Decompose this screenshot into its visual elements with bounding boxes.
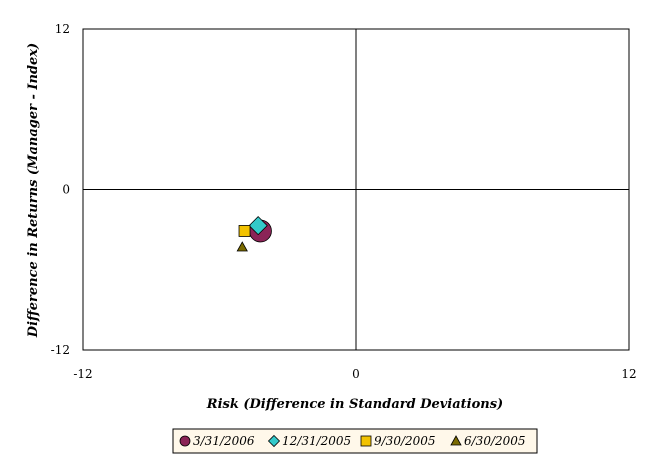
y-tick-label: -12 <box>51 343 70 357</box>
data-point-diamond <box>248 216 268 236</box>
legend-label: 12/31/2005 <box>282 434 351 448</box>
legend-box <box>172 428 538 454</box>
y-tick-label: 12 <box>55 22 70 36</box>
x-tick-label: 0 <box>352 367 360 381</box>
legend-label: 3/31/2006 <box>193 434 255 448</box>
legend: 3/31/2006 12/31/2005 9/30/2005 6/30/2005 <box>172 428 538 454</box>
y-tick-label: 0 <box>62 183 70 197</box>
legend-label: 9/30/2005 <box>374 434 436 448</box>
legend-marker-diamond <box>267 434 281 448</box>
data-point-triangle <box>236 241 248 252</box>
y-tick-labels: 12 0 -12 <box>51 22 70 357</box>
x-axis-title: Risk (Difference in Standard Deviations) <box>206 397 503 412</box>
legend-marker-triangle <box>450 435 462 446</box>
legend-marker-circle <box>179 435 191 447</box>
x-tick-label: 12 <box>621 367 636 381</box>
x-tick-label: -12 <box>73 367 92 381</box>
y-axis-title: Difference in Returns (Manager - Index) <box>26 43 41 338</box>
legend-marker-square <box>360 435 372 447</box>
data-points <box>236 216 272 252</box>
data-point-square <box>238 225 251 237</box>
x-tick-labels: -12 0 12 <box>73 367 636 381</box>
legend-label: 6/30/2005 <box>464 434 526 448</box>
